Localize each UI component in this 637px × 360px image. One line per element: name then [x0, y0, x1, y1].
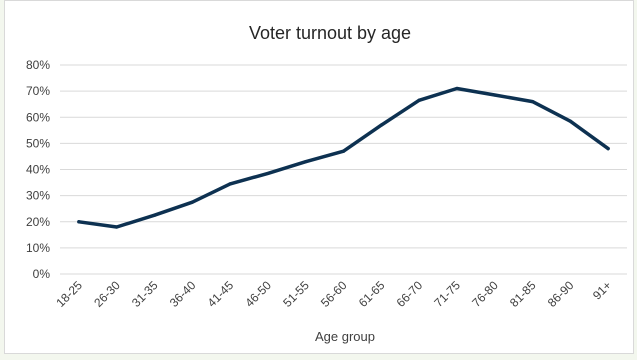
x-tick-label: 46-50	[242, 278, 274, 310]
y-tick-label: 10%	[26, 241, 50, 255]
x-tick-label: 31-35	[129, 278, 161, 310]
data-point	[190, 200, 194, 204]
data-point	[152, 213, 157, 217]
x-tick-label: 86-90	[545, 278, 577, 310]
data-point	[77, 220, 81, 224]
x-tick-label: 56-60	[318, 278, 350, 310]
data-point	[266, 171, 270, 176]
data-point	[417, 98, 421, 102]
x-tick-label: 18-25	[53, 278, 85, 310]
chart-title: Voter turnout by age	[249, 23, 411, 43]
y-tick-label: 80%	[26, 58, 50, 72]
y-tick-label: 60%	[26, 110, 50, 124]
y-tick-label: 20%	[26, 215, 50, 229]
data-point	[304, 160, 308, 164]
x-tick-label: 91+	[590, 278, 614, 302]
y-tick-label: 50%	[26, 136, 50, 150]
x-tick-label: 26-30	[91, 278, 123, 310]
y-tick-label: 0%	[33, 267, 51, 281]
x-tick-label: 66-70	[394, 278, 426, 310]
x-tick-label: 76-80	[469, 278, 501, 310]
x-tick-label: 36-40	[167, 278, 199, 310]
x-tick-label: 41-45	[205, 278, 237, 310]
x-axis-ticks: 18-25 26-30 31-35 36-40 41-45 46-50 51-55 56-60…	[53, 278, 614, 310]
data-point	[228, 182, 232, 186]
line-chart: Voter turnout by age 0% 10% 20% 30% 40% 50% 60…	[26, 23, 627, 344]
series-line-0	[77, 86, 610, 229]
y-axis-ticks: 0% 10% 20% 30% 40% 50% 60% 70% 80%	[26, 58, 50, 281]
data-point	[455, 86, 459, 91]
gridlines	[60, 64, 627, 275]
x-tick-label: 61-65	[356, 278, 388, 310]
data-point	[341, 149, 346, 153]
x-tick-label: 81-85	[507, 278, 539, 310]
y-tick-label: 70%	[26, 84, 50, 98]
x-tick-label: 51-55	[280, 278, 312, 310]
data-point	[568, 119, 572, 123]
series-layer	[77, 86, 610, 229]
data-point	[115, 225, 119, 229]
chart-frame: Voter turnout by age 0% 10% 20% 30% 40% 50% 60…	[4, 0, 634, 354]
data-point	[530, 99, 535, 104]
data-point	[379, 123, 383, 127]
y-tick-label: 30%	[26, 189, 50, 203]
y-tick-label: 40%	[26, 163, 50, 177]
data-point	[493, 93, 497, 97]
x-axis-title: Age group	[315, 329, 375, 344]
data-point	[606, 147, 610, 151]
x-tick-label: 71-75	[431, 278, 463, 310]
